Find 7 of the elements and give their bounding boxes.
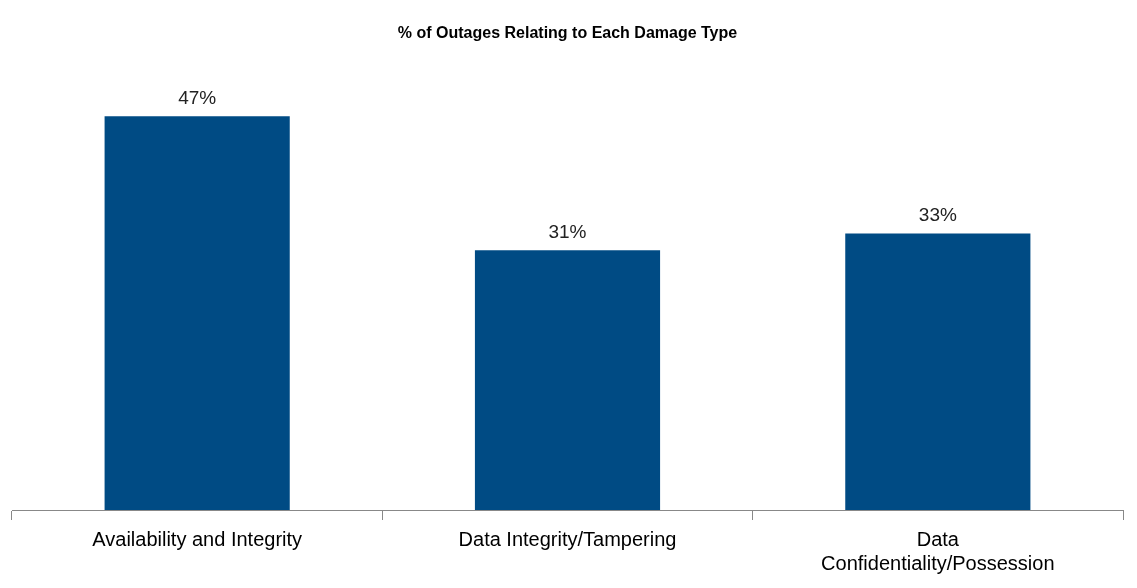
x-tick-label: Availability and Integrity (92, 527, 303, 550)
data-label: 33% (918, 204, 957, 226)
chart-title: % of Outages Relating to Each Damage Type (397, 24, 738, 42)
x-tick-label: Data Integrity/Tampering (458, 527, 677, 550)
data-label: 31% (548, 221, 587, 243)
x-tick-label: Data Confidentiality/Possession (821, 527, 1055, 574)
data-label: 47% (178, 87, 217, 109)
